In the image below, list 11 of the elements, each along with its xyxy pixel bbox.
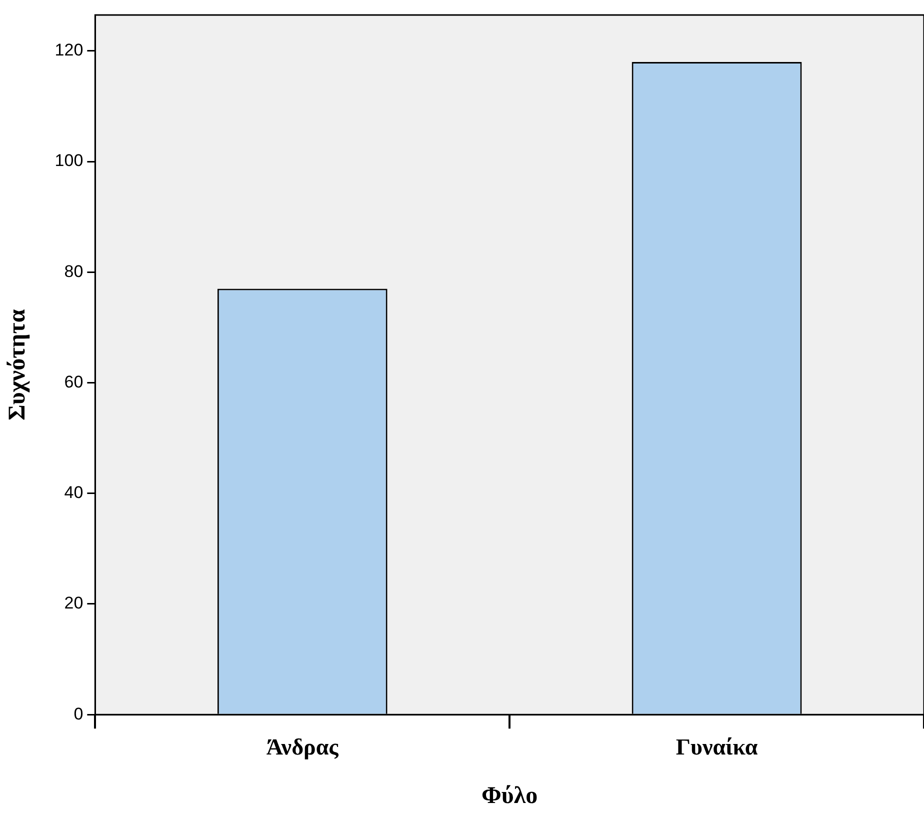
y-tick-label: 40 bbox=[64, 483, 84, 502]
x-axis-title: Φύλο bbox=[482, 782, 538, 809]
x-tick-label: Γυναίκα bbox=[676, 734, 758, 760]
y-tick-label: 80 bbox=[64, 262, 84, 281]
y-axis-title: Συχνότητα bbox=[4, 308, 31, 420]
y-tick-label: 20 bbox=[64, 594, 84, 613]
y-tick-label: 100 bbox=[54, 151, 84, 170]
y-tick-label: 60 bbox=[64, 372, 84, 392]
y-tick-label: 0 bbox=[74, 704, 84, 724]
x-tick-label: Άνδρας bbox=[266, 734, 339, 760]
y-tick-label: 120 bbox=[54, 40, 84, 60]
